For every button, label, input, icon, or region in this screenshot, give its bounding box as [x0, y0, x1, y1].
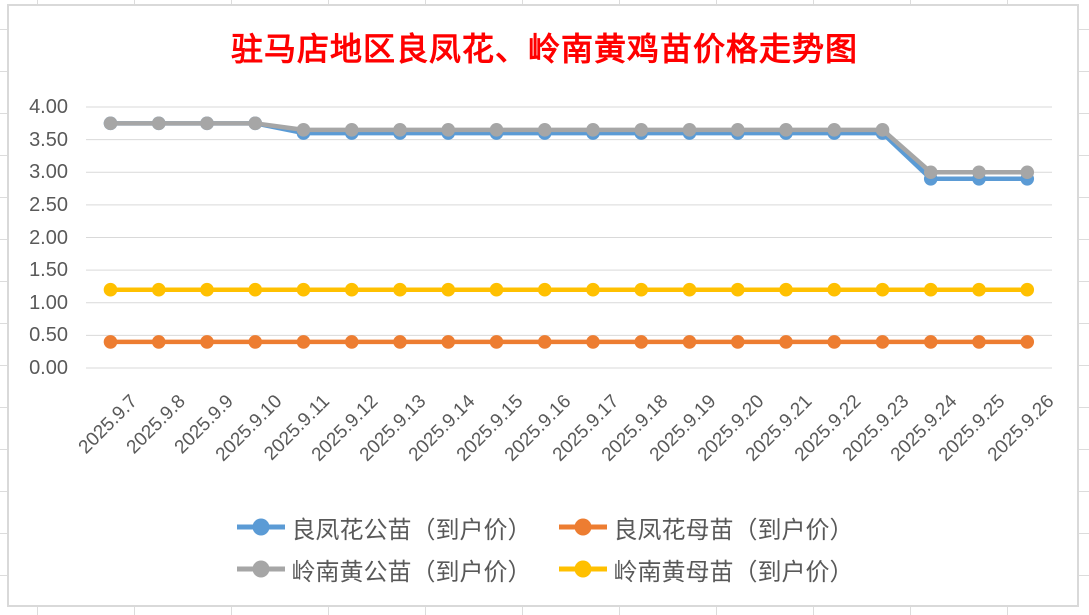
data-point-marker[interactable] [537, 282, 552, 297]
y-axis-tick-label: 2.50 [29, 193, 68, 216]
data-point-marker[interactable] [875, 335, 890, 349]
y-axis-tick-label: 4.00 [29, 96, 68, 118]
chart-title: 驻马店地区良凤花、岭南黄鸡苗价格走势图 [230, 31, 858, 67]
series-2[interactable] [103, 116, 1035, 180]
y-axis-tick-label: 0.00 [29, 357, 68, 379]
data-point-marker[interactable] [827, 282, 842, 297]
data-point-marker[interactable] [634, 335, 649, 349]
data-point-marker[interactable] [1020, 282, 1035, 297]
legend-label: 岭南黄母苗（到户价） [613, 559, 854, 586]
data-point-marker[interactable] [730, 335, 745, 349]
series-1[interactable] [103, 335, 1035, 349]
data-point-marker[interactable] [103, 116, 118, 131]
data-point-marker[interactable] [296, 335, 311, 349]
data-point-marker[interactable] [248, 282, 263, 297]
data-point-marker[interactable] [1020, 335, 1035, 349]
data-point-marker[interactable] [393, 123, 407, 137]
data-point-marker[interactable] [151, 116, 166, 131]
data-point-marker[interactable] [441, 123, 456, 137]
data-point-marker[interactable] [441, 335, 456, 349]
data-point-marker[interactable] [344, 123, 359, 137]
data-point-marker[interactable] [875, 282, 890, 297]
line-marker-icon [236, 518, 285, 536]
data-point-marker[interactable] [103, 282, 118, 297]
data-point-marker[interactable] [827, 123, 842, 137]
data-point-marker[interactable] [103, 335, 118, 349]
data-point-marker[interactable] [151, 335, 166, 349]
y-axis-tick-label: 1.50 [29, 259, 68, 282]
legend-item-lingnanhuang-gongmiao[interactable]: 岭南黄公苗（到户价） [236, 552, 532, 587]
data-point-marker[interactable] [344, 335, 359, 349]
data-point-marker[interactable] [972, 282, 986, 297]
y-axis-tick-label: 0.50 [29, 324, 68, 347]
data-point-marker[interactable] [730, 123, 745, 137]
data-point-marker[interactable] [1020, 165, 1035, 180]
data-point-marker[interactable] [200, 282, 214, 297]
data-point-marker[interactable] [682, 123, 697, 137]
y-axis-tick-label: 2.00 [29, 226, 68, 249]
data-point-marker[interactable] [296, 123, 311, 137]
series-3[interactable] [103, 282, 1035, 297]
data-point-marker[interactable] [779, 123, 793, 137]
data-point-marker[interactable] [200, 116, 214, 131]
data-point-marker[interactable] [827, 335, 842, 349]
legend-item-lingnanhuang-mumiao[interactable]: 岭南黄母苗（到户价） [558, 552, 854, 587]
legend-row: 良凤花公苗（到户价） 良凤花母苗（到户价） [236, 506, 854, 548]
data-point-marker[interactable] [537, 123, 552, 137]
data-point-marker[interactable] [923, 282, 938, 297]
legend-item-liangfenghua-mumiao[interactable]: 良凤花母苗（到户价） [558, 510, 854, 545]
data-point-marker[interactable] [489, 335, 504, 349]
data-point-marker[interactable] [634, 282, 649, 297]
y-axis: 0.00 0.50 1.00 1.50 2.00 2.50 3.00 3.50 4.00 [0, 0, 74, 615]
data-point-marker[interactable] [489, 282, 504, 297]
legend-label: 良凤花公苗（到户价） [291, 517, 532, 544]
data-point-marker[interactable] [972, 165, 986, 180]
data-point-marker[interactable] [441, 282, 456, 297]
data-point-marker[interactable] [586, 335, 600, 349]
legend-item-liangfenghua-gongmiao[interactable]: 良凤花公苗（到户价） [236, 510, 532, 545]
data-point-marker[interactable] [344, 282, 359, 297]
data-point-marker[interactable] [489, 123, 504, 137]
legend-row: 岭南黄公苗（到户价） 岭南黄母苗（到户价） [236, 548, 854, 590]
data-point-marker[interactable] [923, 335, 938, 349]
data-point-marker[interactable] [248, 335, 263, 349]
data-point-marker[interactable] [296, 282, 311, 297]
legend-label: 良凤花母苗（到户价） [613, 517, 854, 544]
line-marker-icon [236, 560, 285, 578]
data-point-marker[interactable] [875, 123, 890, 137]
data-point-marker[interactable] [393, 335, 407, 349]
data-point-marker[interactable] [682, 335, 697, 349]
data-point-marker[interactable] [151, 282, 166, 297]
data-point-marker[interactable] [779, 282, 793, 297]
data-point-marker[interactable] [586, 123, 600, 137]
data-point-marker[interactable] [634, 123, 649, 137]
y-axis-tick-label: 1.00 [29, 291, 68, 314]
chart-legend: 良凤花公苗（到户价） 良凤花母苗（到户价） 岭南黄公苗（到户价） [0, 506, 1089, 590]
data-point-marker[interactable] [682, 282, 697, 297]
y-axis-tick-label: 3.00 [29, 161, 68, 184]
data-point-marker[interactable] [393, 282, 407, 297]
y-axis-tick-label: 3.50 [29, 128, 68, 151]
data-point-marker[interactable] [972, 335, 986, 349]
line-marker-icon [558, 518, 607, 536]
data-point-marker[interactable] [586, 282, 600, 297]
legend-label: 岭南黄公苗（到户价） [291, 559, 532, 586]
data-point-marker[interactable] [248, 116, 263, 131]
data-point-marker[interactable] [923, 165, 938, 180]
data-point-marker[interactable] [200, 335, 214, 349]
data-point-marker[interactable] [730, 282, 745, 297]
price-trend-chart[interactable] [7, 4, 1079, 607]
line-marker-icon [558, 560, 607, 578]
series-line-2[interactable] [110, 121, 1028, 175]
data-point-marker[interactable] [779, 335, 793, 349]
data-point-marker[interactable] [537, 335, 552, 349]
